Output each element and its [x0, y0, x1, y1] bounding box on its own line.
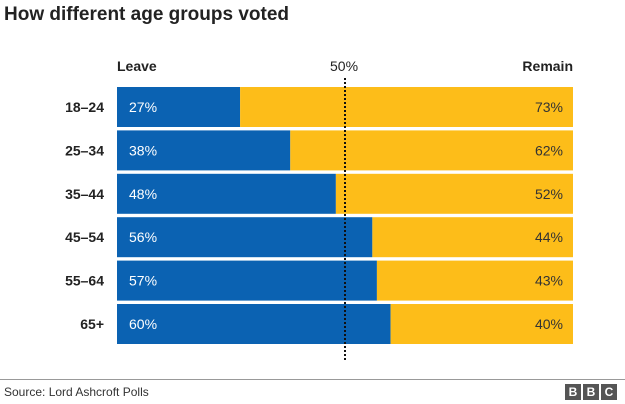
bar-leave — [117, 260, 377, 301]
reference-label: 50% — [330, 58, 359, 74]
bar-remain — [335, 173, 573, 214]
value-label-remain: 73% — [535, 99, 563, 115]
bar-leave — [117, 173, 336, 214]
value-label-remain: 62% — [535, 142, 563, 158]
category-label: 65+ — [80, 316, 104, 332]
category-label: 45–54 — [65, 229, 104, 245]
legend-remain: Remain — [522, 58, 573, 74]
value-label-remain: 40% — [535, 316, 563, 332]
bar-remain — [376, 260, 573, 301]
value-label-leave: 48% — [129, 186, 157, 202]
value-label-remain: 52% — [535, 186, 563, 202]
category-label: 35–44 — [65, 186, 104, 202]
value-label-leave: 60% — [129, 316, 157, 332]
bar-remain — [290, 130, 573, 171]
value-label-remain: 43% — [535, 273, 563, 289]
source-note: Source: Lord Ashcroft Polls — [4, 385, 149, 399]
category-label: 25–34 — [65, 142, 104, 158]
bar-remain — [372, 217, 573, 258]
bar-leave — [117, 130, 291, 171]
bar-leave — [117, 217, 373, 258]
footer-divider — [0, 379, 625, 380]
value-label-leave: 56% — [129, 229, 157, 245]
category-label: 18–24 — [65, 99, 104, 115]
bar-remain — [240, 87, 573, 127]
value-label-leave: 38% — [129, 142, 157, 158]
bar-remain — [390, 304, 573, 344]
legend-leave: Leave — [117, 58, 157, 74]
value-label-remain: 44% — [535, 229, 563, 245]
bar-leave — [117, 304, 391, 344]
value-label-leave: 27% — [129, 99, 157, 115]
chart-title: How different age groups voted — [4, 4, 290, 25]
category-label: 55–64 — [65, 273, 104, 289]
bar-leave — [117, 87, 241, 127]
value-label-leave: 57% — [129, 273, 157, 289]
